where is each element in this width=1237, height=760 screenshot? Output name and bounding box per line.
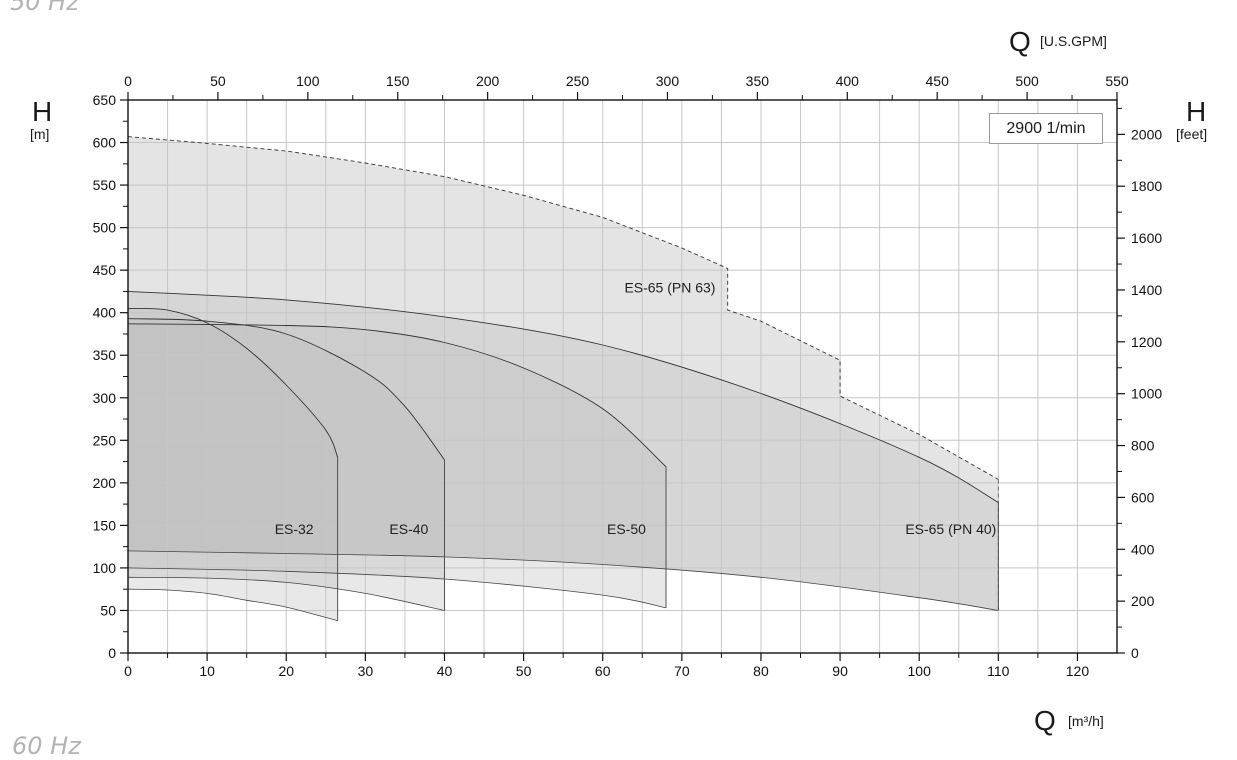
top-axis-symbol: Q — [1009, 26, 1031, 57]
tick-label-y-m-300: 300 — [93, 390, 117, 406]
bottom-axis-unit: [m³/h] — [1068, 713, 1104, 729]
tick-label-x-gpm-300: 300 — [656, 73, 680, 89]
tick-label-y-feet-1400: 1400 — [1131, 282, 1162, 298]
top-axis-unit: [U.S.GPM] — [1040, 33, 1107, 49]
tick-label-y-feet-1000: 1000 — [1131, 386, 1162, 402]
tick-label-y-feet-1200: 1200 — [1131, 334, 1162, 350]
curve-lower-es-65-pn-40 — [127, 550, 999, 611]
bottom-axis-symbol: Q — [1034, 705, 1056, 736]
tick-label-x-m3h-20: 20 — [278, 663, 294, 679]
right-axis-unit: [feet] — [1176, 126, 1208, 142]
tick-label-x-m3h-120: 120 — [1066, 663, 1090, 679]
tick-label-x-m3h-80: 80 — [753, 663, 769, 679]
tick-label-y-feet-600: 600 — [1131, 489, 1155, 505]
tick-label-y-m-200: 200 — [93, 475, 117, 491]
tick-label-y-m-0: 0 — [108, 645, 116, 661]
right-axis-symbol: H — [1186, 96, 1207, 127]
axis-ticks: 0 10 20 30 40 50 60 70 80 90 100 110 1200 50 100 150 200… — [93, 73, 1163, 679]
tick-label-x-m3h-0: 0 — [124, 663, 132, 679]
tick-label-y-m-450: 450 — [93, 262, 117, 278]
curve-lower-es-50 — [127, 567, 667, 609]
speed-label-box: 2900 1/min — [989, 113, 1103, 144]
curve-lower-es-32 — [127, 588, 338, 622]
tick-label-x-m3h-90: 90 — [832, 663, 848, 679]
tick-label-x-m3h-10: 10 — [199, 663, 215, 679]
tick-label-y-feet-2000: 2000 — [1131, 126, 1162, 142]
series-label-es-50: ES-50 — [607, 521, 646, 537]
curve-upper-es-50 — [127, 323, 667, 468]
tick-label-x-gpm-450: 450 — [926, 73, 950, 89]
left-axis-unit: [m] — [30, 126, 50, 142]
tick-label-x-gpm-200: 200 — [476, 73, 500, 89]
tick-label-x-gpm-400: 400 — [836, 73, 860, 89]
tick-label-y-m-250: 250 — [93, 432, 117, 448]
tick-label-y-m-100: 100 — [93, 560, 117, 576]
tick-label-y-m-400: 400 — [93, 305, 117, 321]
tick-label-y-m-50: 50 — [100, 602, 116, 618]
tick-label-x-m3h-30: 30 — [358, 663, 374, 679]
tick-label-x-m3h-50: 50 — [516, 663, 532, 679]
tick-label-y-feet-800: 800 — [1131, 438, 1155, 454]
tick-label-y-feet-1600: 1600 — [1131, 230, 1162, 246]
tick-label-y-m-650: 650 — [93, 92, 117, 108]
frequency-label-50hz: 50 Hz — [10, 0, 79, 16]
tick-label-x-gpm-500: 500 — [1015, 73, 1039, 89]
curve-upper-es-32 — [127, 307, 339, 458]
series-label-es-40: ES-40 — [389, 521, 428, 537]
area-es-50 — [128, 323, 666, 608]
curve-upper-es-65-pn-63 — [127, 136, 999, 480]
tick-label-x-m3h-110: 110 — [987, 663, 1010, 679]
tick-label-y-m-150: 150 — [93, 517, 117, 533]
tick-label-y-m-600: 600 — [93, 135, 117, 151]
tick-label-x-m3h-40: 40 — [437, 663, 453, 679]
tick-label-x-gpm-50: 50 — [210, 73, 226, 89]
tick-label-y-m-500: 500 — [93, 220, 117, 236]
tick-label-x-gpm-0: 0 — [124, 73, 132, 89]
series-label-es-65-pn-40: ES-65 (PN 40) — [905, 521, 996, 537]
curve-upper-es-40 — [127, 318, 445, 461]
curve-lower-es-40 — [127, 576, 445, 611]
series-label-es-65-pn-63: ES-65 (PN 63) — [624, 279, 715, 295]
left-axis-symbol: H — [32, 96, 53, 127]
tick-label-x-gpm-100: 100 — [296, 73, 320, 89]
series-labels: ES-32 ES-40 ES-50 ES-65 (PN 40) ES-65 (PN 63… — [275, 279, 997, 537]
tick-label-x-m3h-70: 70 — [674, 663, 690, 679]
tick-label-y-m-350: 350 — [93, 347, 117, 363]
tick-label-y-m-550: 550 — [93, 177, 117, 193]
tick-label-x-gpm-550: 550 — [1105, 73, 1129, 89]
tick-label-y-feet-0: 0 — [1131, 645, 1139, 661]
tick-label-y-feet-200: 200 — [1131, 593, 1155, 609]
area-es-32 — [128, 308, 338, 621]
tick-label-x-m3h-100: 100 — [908, 663, 932, 679]
tick-label-y-feet-1800: 1800 — [1131, 178, 1162, 194]
tick-label-x-gpm-350: 350 — [746, 73, 770, 89]
tick-label-x-m3h-60: 60 — [595, 663, 611, 679]
tick-label-x-gpm-150: 150 — [386, 73, 410, 89]
grid-lines — [128, 100, 1117, 653]
series-label-es-32: ES-32 — [275, 521, 314, 537]
tick-label-x-gpm-250: 250 — [566, 73, 590, 89]
performance-curves — [127, 136, 999, 622]
tick-label-y-feet-400: 400 — [1131, 541, 1155, 557]
curve-upper-es-65-pn-40 — [127, 290, 999, 503]
